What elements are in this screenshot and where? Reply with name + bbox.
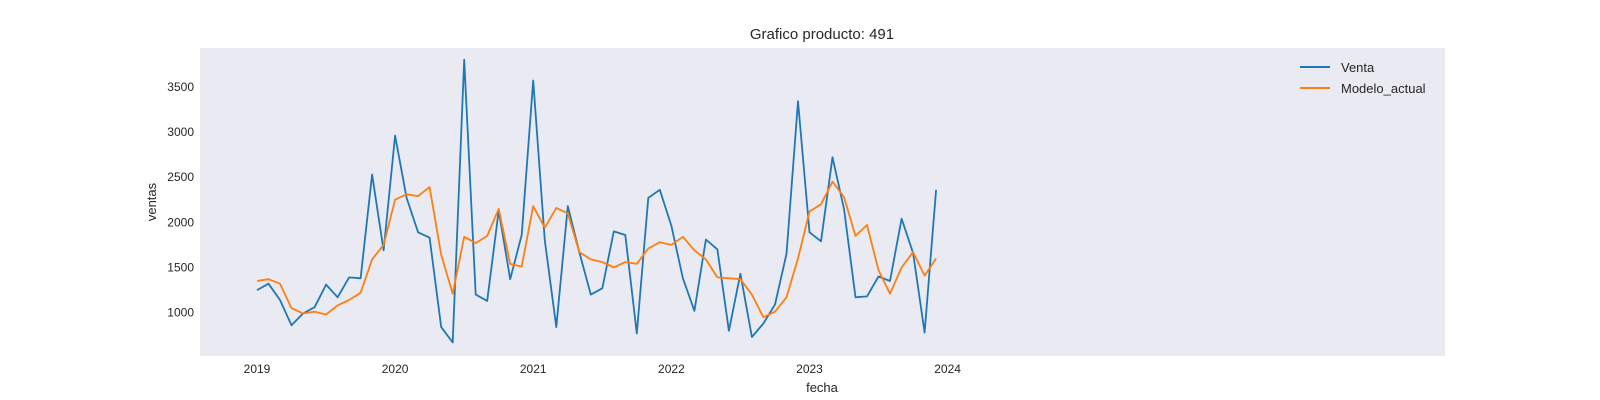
y-tick-label: 1500	[167, 261, 194, 275]
x-tick-label: 2023	[796, 362, 823, 376]
x-tick-label: 2019	[244, 362, 271, 376]
y-tick-label: 3500	[167, 80, 194, 94]
series-lines	[256, 58, 937, 344]
y-tick-labels: 1000 1500 2000 2500 3000 3500	[167, 80, 194, 320]
x-axis-label: fecha	[806, 380, 839, 395]
x-tick-labels: 2019 2020 2021 2022 2023 2024	[244, 362, 962, 376]
y-tick-label: 3000	[167, 125, 194, 139]
series-line-venta	[256, 58, 937, 344]
legend: Venta Modelo_actual	[1300, 60, 1426, 96]
y-axis-label: ventas	[144, 182, 159, 221]
y-tick-label: 2500	[167, 170, 194, 184]
series-line-modelo-actual	[256, 180, 937, 319]
x-tick-label: 2021	[520, 362, 547, 376]
legend-label-venta: Venta	[1341, 60, 1375, 75]
legend-label-modelo-actual: Modelo_actual	[1341, 81, 1426, 96]
y-tick-label: 2000	[167, 215, 194, 229]
x-tick-label: 2022	[658, 362, 685, 376]
chart-title: Grafico producto: 491	[750, 26, 894, 43]
x-tick-label: 2024	[934, 362, 961, 376]
y-tick-label: 1000	[167, 306, 194, 320]
x-tick-label: 2020	[382, 362, 409, 376]
